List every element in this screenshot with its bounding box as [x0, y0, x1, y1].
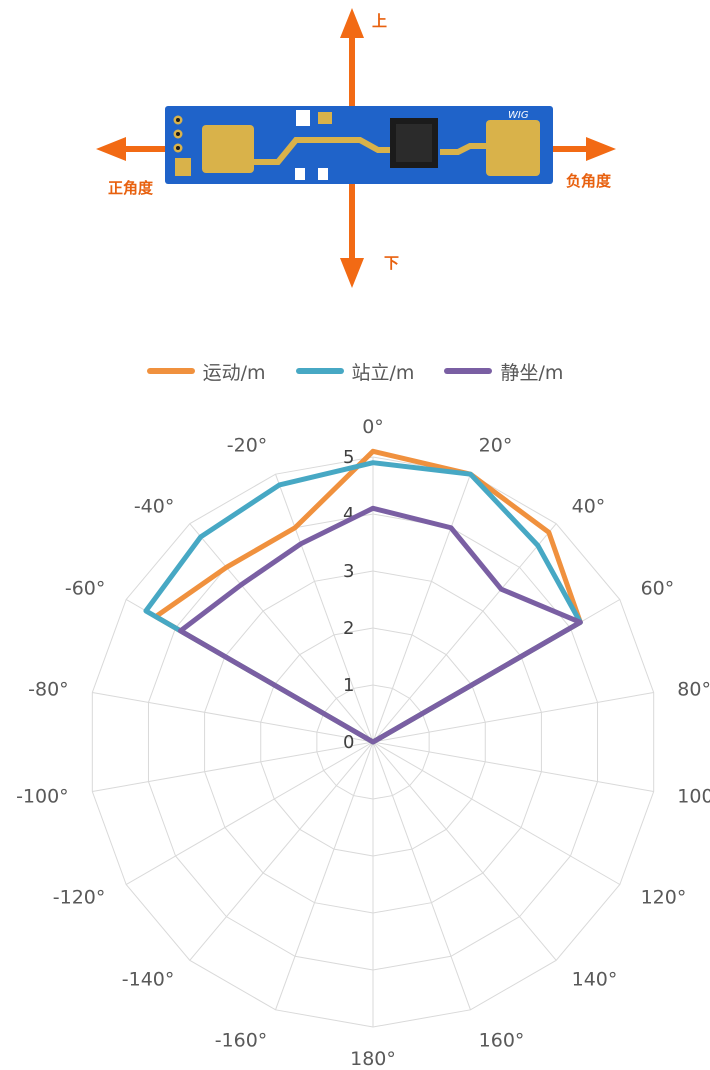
angle-tick-label: 0° [362, 416, 384, 438]
angle-tick-label: 40° [572, 495, 606, 517]
grid-spoke [372, 741, 654, 792]
grid-spoke [275, 474, 374, 743]
angle-tick-label: 100° [677, 786, 710, 808]
down-arrow [340, 184, 364, 288]
angle-tick-label: 140° [572, 969, 618, 991]
legend-label: 运动/m [202, 361, 266, 384]
legend-swatch [444, 368, 493, 374]
sensor-direction-diagram: WIG 上 下 正角度 负角度 [96, 8, 616, 288]
header-pins [173, 115, 191, 176]
radial-tick-label: 3 [343, 561, 354, 582]
radial-tick-label: 2 [343, 618, 354, 639]
grid-spoke [189, 523, 374, 743]
legend-swatch [146, 368, 195, 374]
left-label: 正角度 [108, 179, 154, 197]
radial-tick-label: 4 [343, 504, 354, 525]
angle-tick-label: -20° [227, 435, 268, 457]
grid-spoke [275, 741, 374, 1010]
grid-spoke [125, 741, 374, 885]
down-label: 下 [384, 254, 399, 272]
grid-spoke [372, 523, 557, 743]
radial-tick-label: 5 [343, 447, 354, 468]
angle-tick-label: -100° [16, 786, 69, 808]
series-line [177, 505, 583, 745]
angle-tick-label: -120° [53, 887, 106, 909]
angle-tick-label: -80° [28, 678, 69, 700]
grid-spoke [372, 741, 557, 961]
left-arrow [96, 137, 165, 161]
right-antenna-pad [486, 120, 540, 176]
up-label: 上 [372, 12, 387, 30]
chip-brand-label: WIG [508, 110, 529, 121]
radar-chart: 0 1 2 3 4 5 0° 20° 40° 60° 80° 100° 120° 140° 160° 180°… [16, 416, 710, 1070]
angle-tick-label: -40° [134, 495, 175, 517]
grid-spoke [92, 741, 374, 792]
angle-tick-label: 20° [479, 435, 513, 457]
grid-spoke [372, 474, 471, 743]
grid-spoke [92, 692, 374, 743]
angle-tick-label: 120° [641, 887, 687, 909]
angle-tick-label: 160° [479, 1029, 525, 1051]
grid-spoke [372, 741, 471, 1010]
right-arrow [553, 137, 616, 161]
component [295, 168, 305, 180]
angle-tick-label: 80° [677, 678, 710, 700]
component [296, 110, 310, 126]
up-arrow [340, 8, 364, 106]
left-antenna-pad [202, 125, 254, 173]
legend-item: 静坐/m [444, 358, 563, 385]
angle-tick-label: -160° [215, 1029, 268, 1051]
legend-item: 运动/m [146, 358, 266, 385]
angle-tick-label: -60° [65, 578, 106, 600]
legend-label: 站立/m [351, 361, 415, 384]
legend-item: 站立/m [295, 358, 415, 385]
radial-tick-label: 1 [343, 675, 354, 696]
angle-tick-label: 180° [350, 1048, 396, 1070]
radial-tick-label: 0 [343, 732, 354, 753]
angle-tick-label: -140° [122, 969, 175, 991]
chart-legend: 运动/m 站立/m 静坐/m [0, 356, 710, 386]
grid-spoke [372, 741, 621, 885]
grid-spoke [372, 692, 654, 743]
angle-tick-label: 60° [641, 578, 675, 600]
grid-spoke [189, 741, 374, 961]
antenna-trace [254, 137, 392, 165]
right-label: 负角度 [566, 172, 612, 190]
legend-label: 静坐/m [500, 361, 564, 384]
legend-swatch [295, 368, 344, 374]
